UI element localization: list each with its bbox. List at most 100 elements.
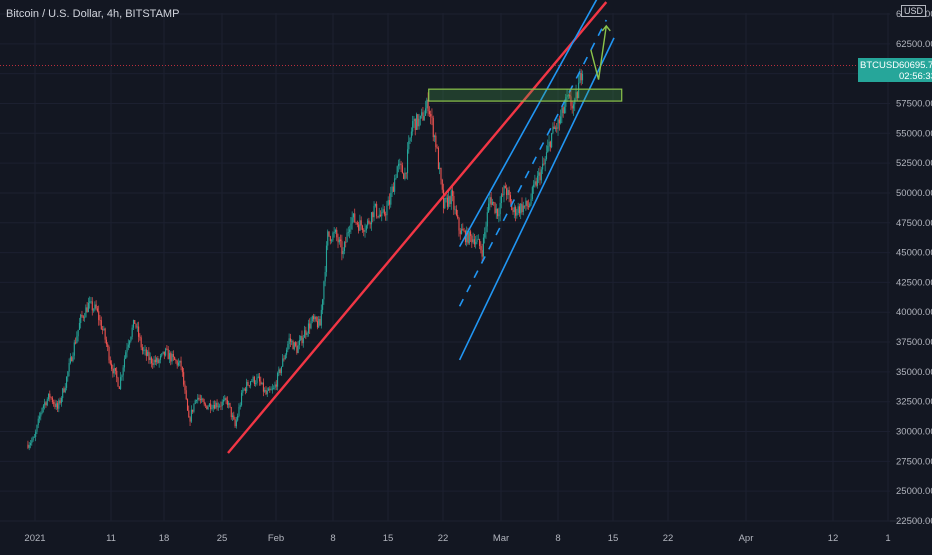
candle-body <box>192 409 194 412</box>
candle-body <box>530 199 532 204</box>
candle-body <box>361 225 364 231</box>
candle-body <box>292 341 294 350</box>
candle-body <box>552 126 554 134</box>
last-price-tag: BTCUSD 60695.74 02:56:33 <box>858 58 932 82</box>
candle-body <box>309 323 311 329</box>
candle-body <box>434 135 436 138</box>
candle-body <box>491 202 494 205</box>
candle-body <box>123 358 126 368</box>
candle-body <box>315 316 317 322</box>
candle-body <box>425 108 427 116</box>
candle-body <box>561 107 563 117</box>
candle-body <box>152 363 154 365</box>
candle-body <box>225 398 227 401</box>
candle-body <box>419 115 421 119</box>
candle-body <box>93 309 95 311</box>
candle-body <box>268 388 270 391</box>
candle-body <box>197 397 199 401</box>
candle-body <box>476 239 478 242</box>
candle-body <box>354 213 356 223</box>
candle-body <box>327 231 329 246</box>
candle-body <box>439 167 441 170</box>
candle-body <box>333 232 335 234</box>
grid <box>0 13 932 522</box>
candle-body <box>337 237 339 243</box>
candle-body <box>521 203 523 213</box>
candle-body <box>179 360 181 363</box>
candle-body <box>57 403 59 409</box>
candle-body <box>538 172 540 176</box>
candle-body <box>336 229 338 238</box>
price-axis[interactable]: 65000.0062500.0060000.0057500.0055000.00… <box>896 9 932 527</box>
candle-body <box>473 239 475 245</box>
candle-body <box>307 323 310 334</box>
candle-body <box>246 381 248 392</box>
candle-body <box>144 349 146 351</box>
candle-body <box>396 166 398 178</box>
candle-body <box>163 351 165 356</box>
candle-body <box>117 377 119 387</box>
candle-body <box>86 307 88 312</box>
candle-body <box>304 330 306 338</box>
candle-body <box>190 409 192 422</box>
y-tick-label: 32500.00 <box>896 397 932 408</box>
candle-body <box>283 358 285 360</box>
y-tick-label: 50000.00 <box>896 188 932 199</box>
candle-body <box>575 92 577 100</box>
candle-body <box>358 224 360 231</box>
x-tick-label: 22 <box>438 533 449 544</box>
candle-body <box>82 316 84 318</box>
candle-body <box>408 141 410 150</box>
candle-body <box>206 405 208 410</box>
candle-body <box>427 99 429 112</box>
candle-body <box>378 214 380 218</box>
candle-body <box>489 197 491 204</box>
candle-body <box>301 335 303 344</box>
candle-body <box>520 203 522 214</box>
candle-body <box>287 344 289 350</box>
candle-body <box>413 118 415 122</box>
candle-body <box>176 360 178 366</box>
candle-body <box>310 321 312 329</box>
x-tick-label: Apr <box>739 533 754 544</box>
candle-body <box>480 245 482 251</box>
candle-body <box>217 406 219 408</box>
candle-body <box>27 444 29 448</box>
candle-body <box>363 230 365 232</box>
candle-body <box>250 381 252 386</box>
candle-body <box>576 92 578 99</box>
candle-body <box>571 105 573 109</box>
candle-body <box>534 181 536 185</box>
candle-body <box>328 231 330 237</box>
candle-body <box>472 239 474 243</box>
candle-body <box>167 349 169 360</box>
candle-body <box>306 333 308 335</box>
candle-body <box>324 272 326 282</box>
candle-body <box>481 250 483 257</box>
candle-body <box>399 163 401 165</box>
candle-body <box>455 209 457 216</box>
time-axis[interactable]: 2021 11 18 25 Feb 8 15 22 Mar 8 15 22 Apr 12 1 <box>24 533 890 544</box>
currency-badge[interactable]: USD <box>901 5 927 17</box>
candle-body <box>100 320 102 330</box>
candle-body <box>62 388 64 398</box>
candle-body <box>372 212 374 218</box>
candle-body <box>129 341 131 345</box>
candle-body <box>549 141 551 148</box>
candle-body <box>379 214 382 217</box>
candle-body <box>242 390 244 393</box>
candle-body <box>145 349 147 356</box>
candle-body <box>517 206 519 213</box>
candle-body <box>566 95 568 98</box>
candle-body <box>423 115 425 121</box>
candle-body <box>108 347 110 361</box>
candle-body <box>401 165 403 174</box>
candle-body <box>536 175 539 186</box>
candle-body <box>318 318 320 328</box>
candle-body <box>116 370 118 378</box>
candle-body <box>507 190 509 196</box>
y-tick-label: 30000.00 <box>896 427 932 438</box>
candle-body <box>467 230 469 244</box>
